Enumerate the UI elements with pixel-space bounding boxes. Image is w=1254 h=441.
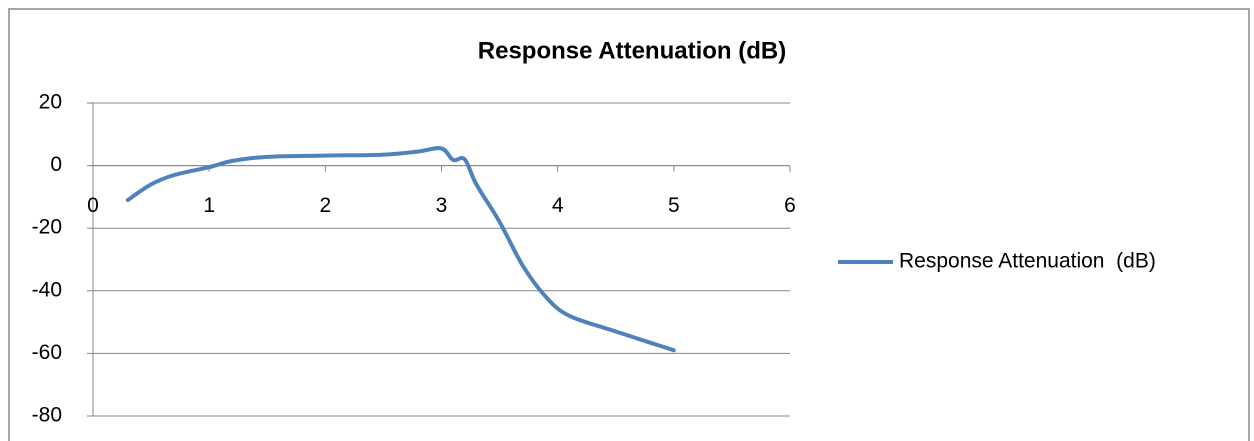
x-tick-label: 2 xyxy=(319,194,331,217)
chart-title: Response Attenuation (dB) xyxy=(478,37,786,64)
chart-border xyxy=(8,8,1250,441)
y-tick-label: -60 xyxy=(32,341,62,364)
legend-label: Response Attenuation (dB) xyxy=(899,250,1156,273)
x-tick-label: 4 xyxy=(552,194,564,217)
x-tick-label: 3 xyxy=(436,194,448,217)
x-tick-label: 6 xyxy=(784,194,796,217)
y-tick-label: -20 xyxy=(32,216,62,239)
y-tick-label: 20 xyxy=(39,91,62,114)
y-tick-label: -80 xyxy=(32,404,62,427)
y-tick-label: 0 xyxy=(50,153,62,176)
x-tick-label: 1 xyxy=(203,194,215,217)
x-tick-label: 0 xyxy=(87,194,99,217)
y-tick-label: -40 xyxy=(32,278,62,301)
x-tick-label: 5 xyxy=(668,194,680,217)
line-series xyxy=(125,146,676,353)
